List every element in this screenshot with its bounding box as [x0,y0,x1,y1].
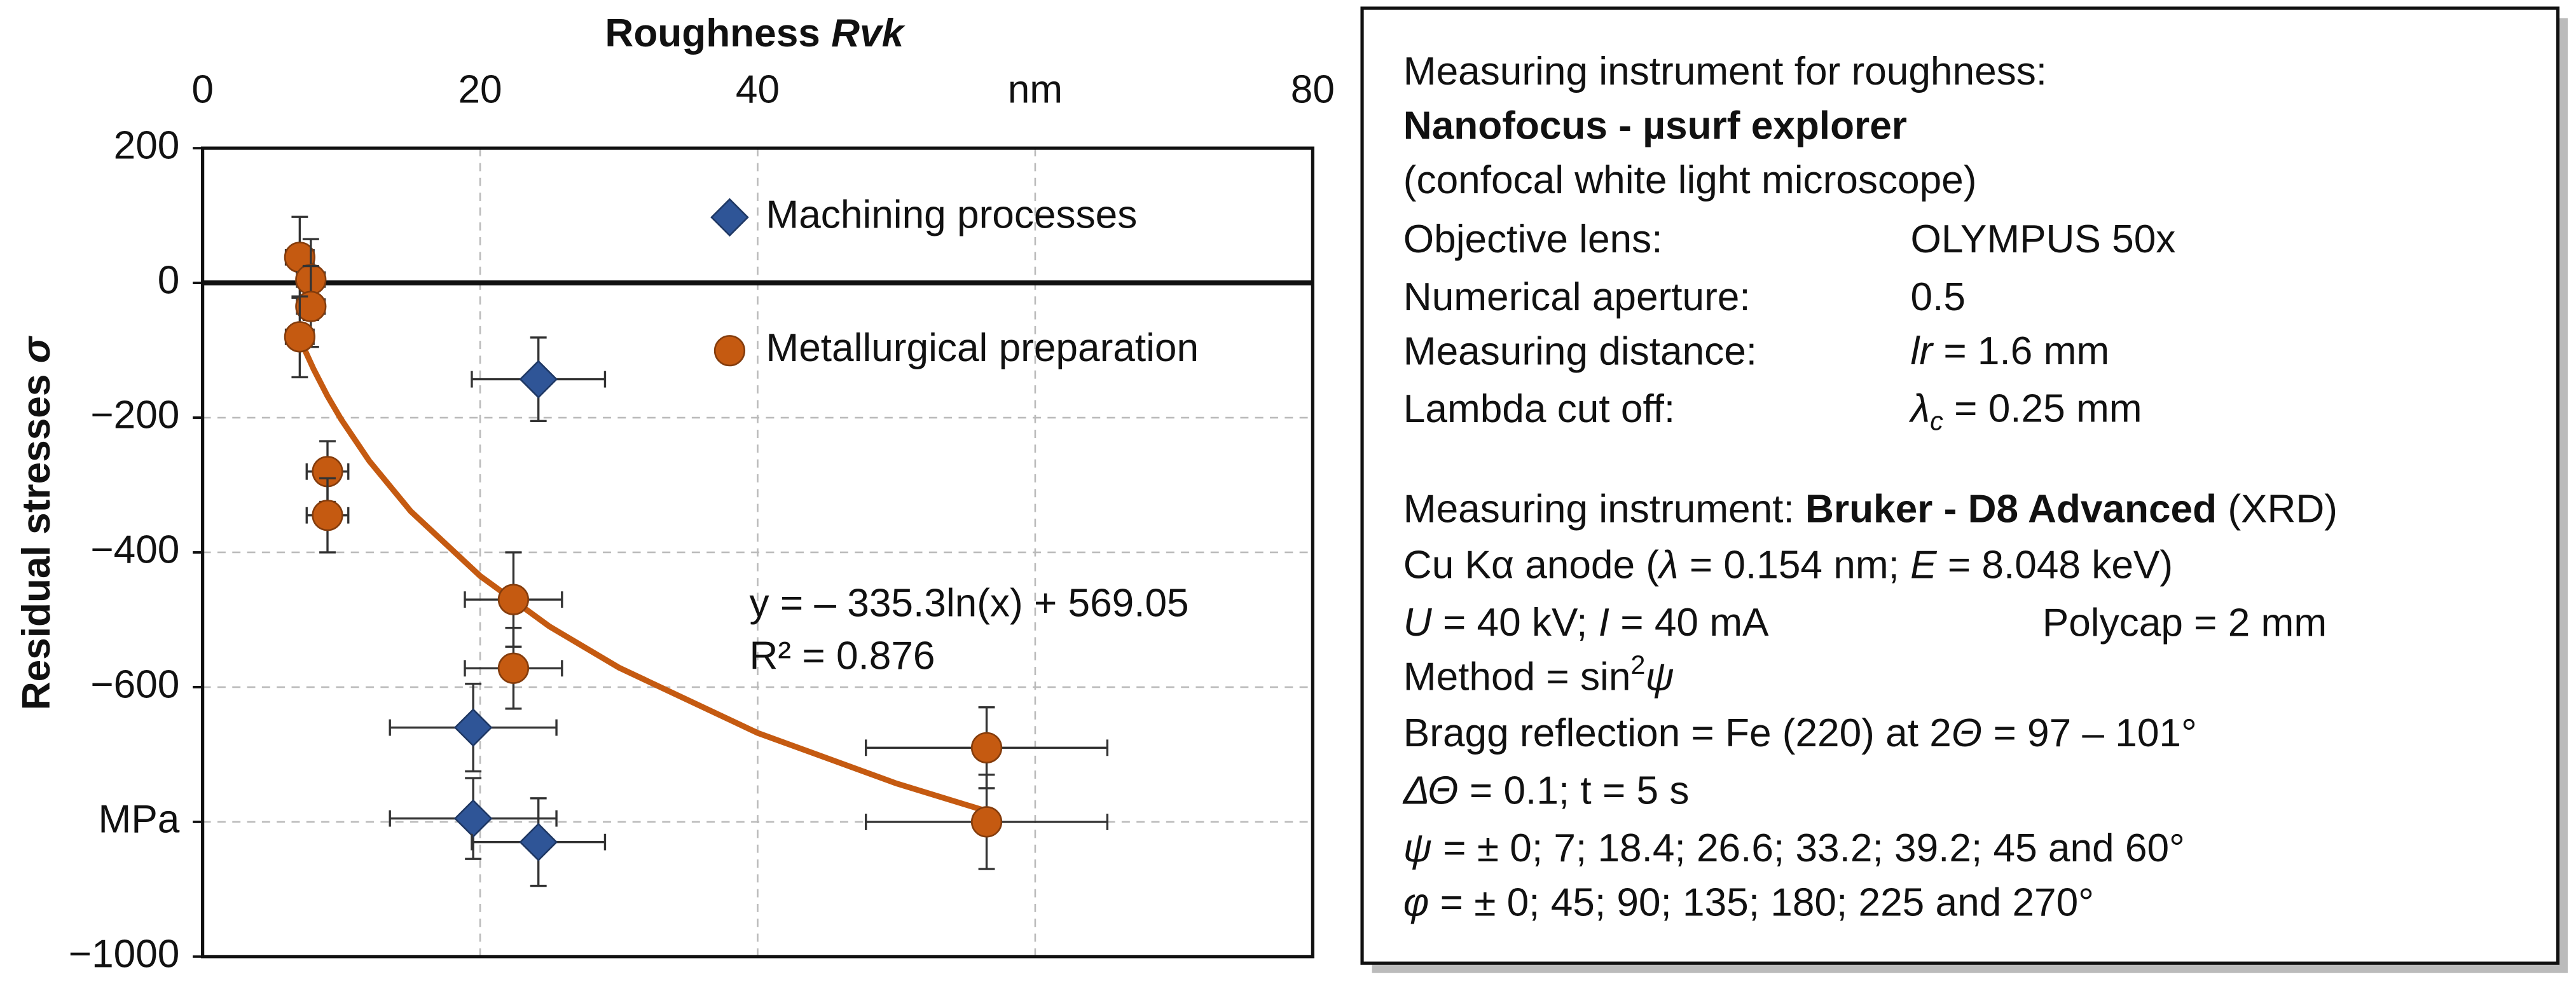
info-part: = 0.25 mm [1943,387,2142,431]
info-part: Bragg reflection = Fe (220) at 2 [1403,711,1952,755]
info-part: I [1599,601,1609,645]
y-tick-label: −1000 [69,932,180,976]
x-axis-title: Roughness Rvk [605,11,906,55]
info-value: λc = 0.25 mm [1909,387,2142,436]
info-row: Measuring instrument: Bruker - D8 Advanc… [1403,488,2338,531]
info-part: c [1930,406,1943,436]
y-tick-label: 0 [158,258,180,302]
info-label: Numerical aperture: [1403,275,1751,319]
info-part: = 0.154 nm; [1679,544,1911,587]
info-part: φ [1403,881,1429,925]
equation: y = – 335.3ln(x) + 569.05 [750,582,1189,626]
x-tick-label: 20 [458,67,502,111]
y-tick-label: −400 [90,528,179,571]
x-tick-label: 0 [191,67,214,111]
info-part: = 8.048 keV) [1937,544,2173,587]
info-part: = 40 mA [1609,601,1769,645]
info-row: Cu Kα anode (λ = 0.154 nm; E = 8.048 keV… [1403,544,2173,587]
marker [453,799,493,838]
x-title-part: Rvk [831,11,906,55]
x-tick-label: 80 [1291,67,1335,111]
info-part: λ [1909,387,1931,431]
y-tick-label: −200 [90,393,179,437]
info-row: ψ = ± 0; 7; 18.4; 26.6; 33.2; 39.2; 45 a… [1403,827,2185,871]
info-panel [1360,6,2560,965]
y-tick-label: 200 [114,124,180,168]
info-part: = ± 0; 45; 90; 135; 180; 225 and 270° [1429,881,2094,925]
info-part: = 1.6 mm [1932,329,2109,373]
info-part: = ± 0; 7; 18.4; 26.6; 33.2; 39.2; 45 and… [1432,827,2185,871]
info-label: Lambda cut off: [1403,387,1675,431]
marker [312,500,343,531]
info-row: Nanofocus - µsurf explorer [1403,104,1907,147]
info-label: Objective lens: [1403,217,1663,261]
info-value: Polycap = 2 mm [2042,601,2327,645]
marker [497,584,530,615]
info-part: Bruker - D8 Advanced [1805,488,2217,531]
info-row: U = 40 kV; I = 40 mA [1403,601,1769,645]
info-row: Measuring instrument for roughness: [1403,50,2047,93]
info-part: lr [1911,329,1934,373]
info-part: Method = sin [1403,655,1631,699]
x-title-part: Roughness [605,11,831,55]
info-part: ψ [1403,827,1432,871]
marker [284,321,315,353]
legend-marker [710,198,749,237]
marker [519,823,558,862]
info-row: ΔΘ = 0.1; t = 5 s [1402,769,1690,813]
x-tick-label: nm [1008,67,1063,111]
marker [497,652,530,684]
info-part: 2 [1630,650,1645,680]
info-part: Cu Kα anode ( [1403,544,1659,587]
legend-label: Machining processes [766,193,1137,236]
y-tick-label: MPa [99,797,180,841]
y-title-part: σ [15,335,59,363]
marker [970,806,1003,838]
info-part: Measuring instrument: [1403,488,1805,531]
info-value: OLYMPUS 50x [1911,217,2176,261]
marker [453,708,493,747]
info-part: = 97 – 101° [1982,711,2197,755]
plot: 0 20 40 nm 802000−200−400−600MPa−1000Machini… [69,67,1335,976]
info-value: 0.5 [1911,275,1966,319]
y-tick-label: −600 [90,662,179,706]
info-label: Measuring distance: [1403,329,1757,373]
info-part: (XRD) [2217,488,2338,531]
info-part: E [1910,544,1938,587]
info-part: λ [1657,544,1679,587]
info-part: ψ [1645,655,1674,699]
info-row: (confocal white light microscope) [1403,158,1977,202]
plot-frame [201,146,1314,959]
x-tick-label: 40 [736,67,780,111]
info-text: Measuring instrument for roughness: Nano… [1402,50,2338,925]
info-part: ΔΘ [1402,769,1459,813]
trend-line [297,338,988,814]
info-row: Method = sin2ψ [1403,650,1674,699]
info-part: = 40 kV; [1432,601,1599,645]
marker [519,360,558,399]
y-title-part: Residual stresses [15,363,59,710]
legend-marker [713,335,746,367]
info-part: = 0.1; t = 5 s [1459,769,1690,813]
info-row: Bragg reflection = Fe (220) at 2Θ = 97 –… [1403,711,2197,755]
info-part: Θ [1952,711,1982,755]
info-part: U [1403,601,1433,645]
marker [295,291,327,322]
marker [970,732,1003,763]
info-row: φ = ± 0; 45; 90; 135; 180; 225 and 270° [1403,881,2094,925]
legend-label: Metallurgical preparation [766,326,1199,370]
y-axis-title: Residual stresses σ [15,335,59,710]
r-squared: R² = 0.876 [750,634,935,678]
info-value: lr = 1.6 mm [1911,329,2110,373]
